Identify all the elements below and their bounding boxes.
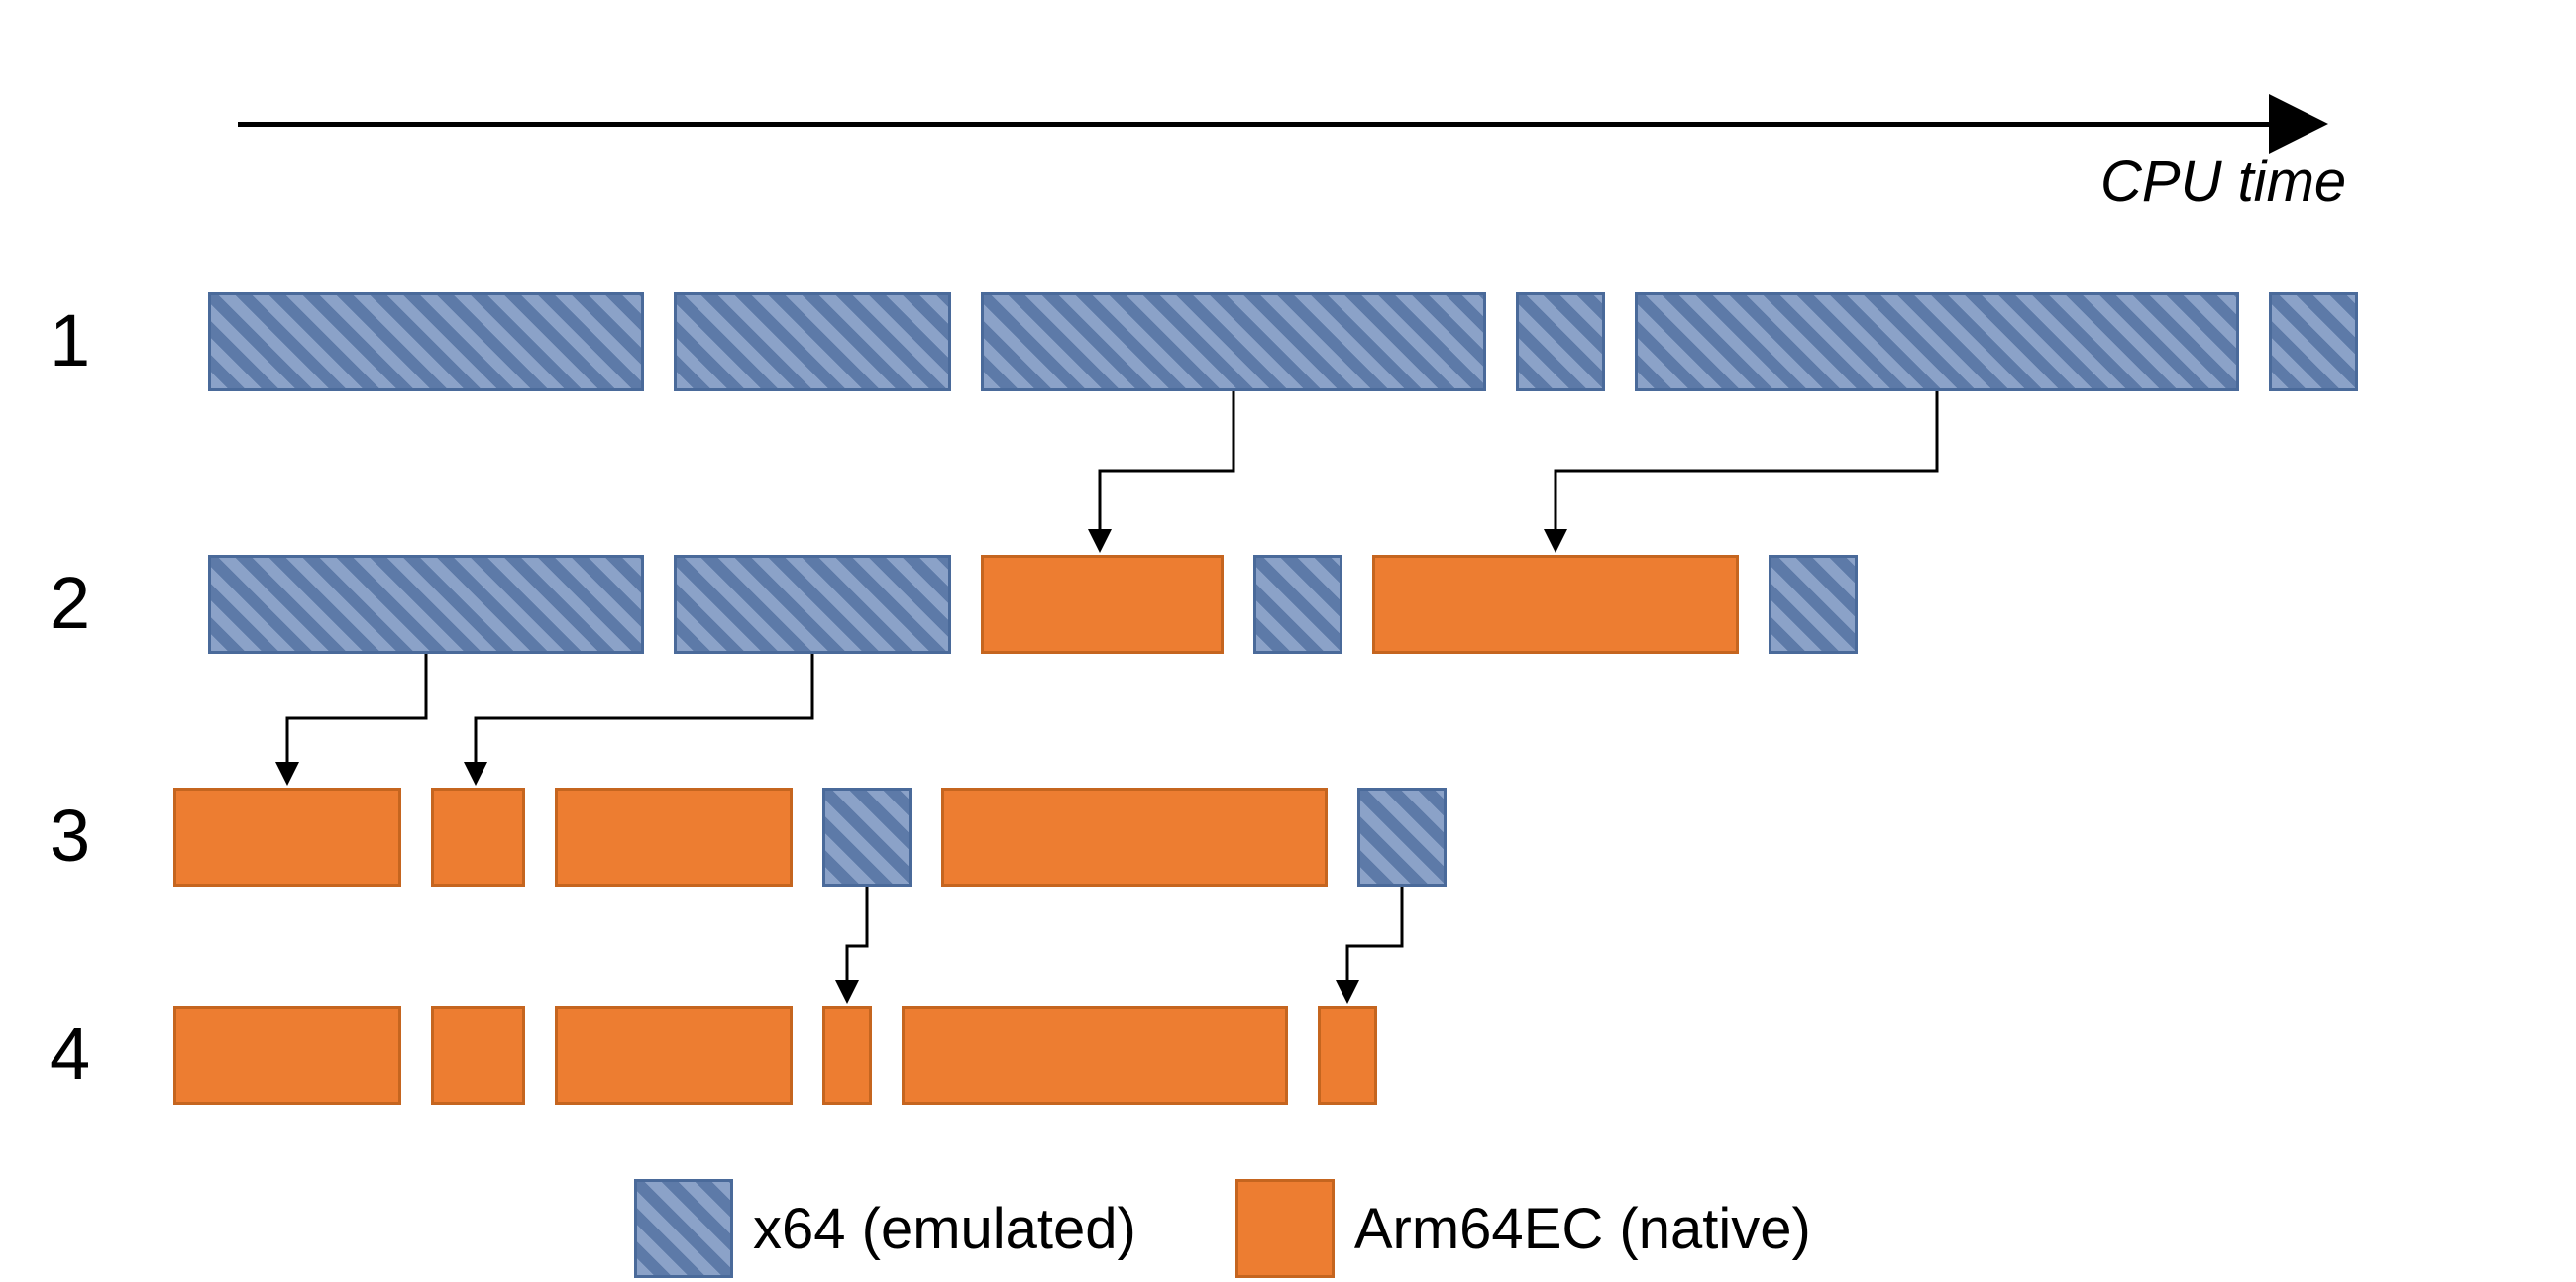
- bar-row1-4-x64: [1635, 292, 2239, 391]
- bar-row1-0-x64: [208, 292, 644, 391]
- bar-row4-3-arm: [822, 1006, 872, 1105]
- row-label-1: 1: [50, 298, 90, 382]
- bar-row4-5-arm: [1318, 1006, 1377, 1105]
- legend-item-x64: x64 (emulated): [634, 1179, 1136, 1278]
- connector-3: [476, 654, 812, 783]
- bar-row1-3-x64: [1516, 292, 1605, 391]
- axis-line: [238, 122, 2299, 127]
- bar-row3-3-x64: [822, 788, 912, 887]
- bar-row2-0-x64: [208, 555, 644, 654]
- bar-row2-3-x64: [1253, 555, 1342, 654]
- bar-row2-2-arm: [981, 555, 1224, 654]
- legend-swatch-x64: [634, 1179, 733, 1278]
- legend: x64 (emulated) Arm64EC (native): [634, 1179, 1811, 1278]
- bar-row2-4-arm: [1372, 555, 1739, 654]
- connector-2: [287, 654, 426, 783]
- connector-5: [1347, 887, 1402, 1001]
- cpu-time-diagram: CPU time 1 2 3 4 x64 (emulated) Arm64EC (nat…: [0, 0, 2576, 1282]
- bar-row4-1-arm: [431, 1006, 525, 1105]
- bar-row3-4-arm: [941, 788, 1328, 887]
- legend-item-arm: Arm64EC (native): [1235, 1179, 1811, 1278]
- row-label-3: 3: [50, 794, 90, 878]
- bar-row3-0-arm: [173, 788, 401, 887]
- bar-row1-5-x64: [2269, 292, 2358, 391]
- legend-swatch-arm: [1235, 1179, 1335, 1278]
- legend-label-x64: x64 (emulated): [753, 1196, 1136, 1262]
- row-label-2: 2: [50, 561, 90, 645]
- bar-row4-2-arm: [555, 1006, 793, 1105]
- bar-row1-2-x64: [981, 292, 1486, 391]
- bar-row4-0-arm: [173, 1006, 401, 1105]
- bar-row2-1-x64: [674, 555, 951, 654]
- bar-row3-2-arm: [555, 788, 793, 887]
- bar-row3-1-arm: [431, 788, 525, 887]
- connector-4: [847, 887, 867, 1001]
- connector-1: [1556, 391, 1937, 550]
- row-label-4: 4: [50, 1012, 90, 1096]
- bar-row3-5-x64: [1357, 788, 1447, 887]
- bar-row2-5-x64: [1769, 555, 1858, 654]
- connector-0: [1100, 391, 1234, 550]
- bar-row1-1-x64: [674, 292, 951, 391]
- bar-row4-4-arm: [902, 1006, 1288, 1105]
- legend-label-arm: Arm64EC (native): [1354, 1196, 1811, 1262]
- axis-label: CPU time: [2100, 149, 2346, 215]
